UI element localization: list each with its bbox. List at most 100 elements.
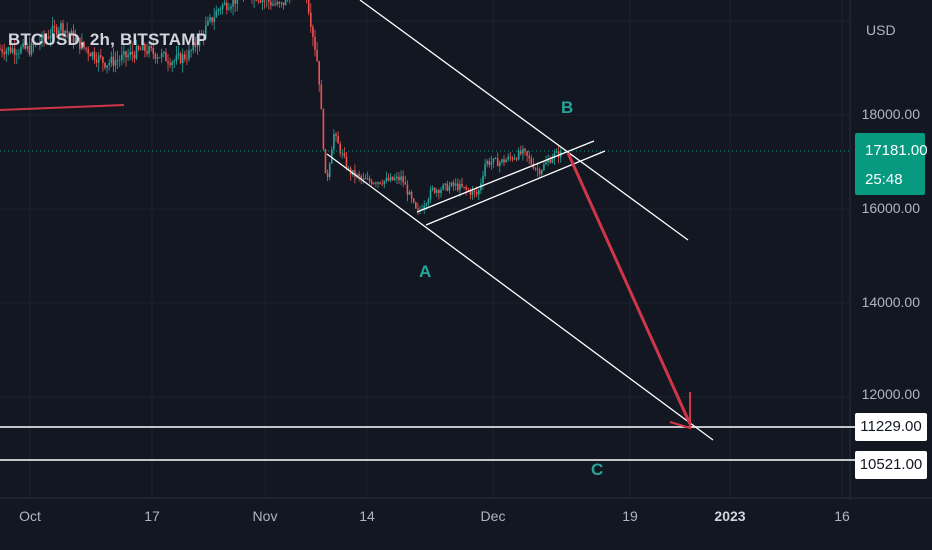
candle-body [377, 182, 379, 184]
candle-body [219, 8, 222, 10]
candle-body [259, 1, 262, 3]
candle-body [465, 187, 467, 190]
channel-upper-line[interactable] [359, 0, 689, 241]
candle-body [471, 190, 474, 195]
price-tick: 14000.00 [861, 294, 920, 310]
candle-body [440, 189, 442, 193]
candle-body [532, 163, 535, 169]
candle-body [360, 176, 362, 179]
channel-lower-line[interactable] [326, 153, 714, 441]
candle-body [41, 34, 43, 43]
candle-body [450, 182, 453, 186]
candle-body [177, 53, 180, 56]
candle-body [129, 51, 131, 56]
candle-body [555, 151, 558, 153]
candle-body [121, 54, 123, 61]
candle-body [217, 9, 220, 11]
candle-body [125, 51, 127, 58]
candle-body [276, 2, 278, 5]
symbol-title[interactable]: BTCUSD, 2h, BITSTAMP [8, 30, 208, 49]
price-tick: 18000.00 [861, 106, 920, 122]
candle-body [448, 186, 451, 191]
candle-body [91, 52, 94, 57]
candle-body [49, 36, 52, 39]
candle-body [310, 12, 312, 27]
candle-body [110, 56, 113, 64]
candle-body [503, 159, 505, 163]
candle-body [364, 178, 367, 180]
candle-body [83, 41, 85, 48]
candle-body [280, 2, 283, 4]
candle-body [333, 134, 335, 150]
candle-body [524, 148, 526, 152]
candle-body [394, 178, 396, 180]
candle-body [108, 63, 110, 66]
candle-body [106, 65, 108, 68]
candle-body [95, 59, 98, 63]
candle-body [236, 0, 239, 4]
candle-body [534, 168, 537, 170]
candle-body [215, 10, 218, 18]
candle-body [545, 162, 547, 165]
candle-body [423, 205, 425, 210]
projection-arrowhead [669, 392, 691, 430]
candle-body [515, 158, 518, 160]
flag-upper-line[interactable] [416, 140, 595, 213]
candle-body [165, 52, 167, 62]
candle-body [188, 50, 190, 60]
candle-body [402, 176, 404, 183]
candle-body [7, 47, 10, 51]
candle-body [116, 60, 119, 61]
candle-body [144, 44, 146, 51]
candle-body [104, 62, 106, 68]
candle-body [316, 50, 318, 62]
candle-body [345, 156, 348, 169]
candle-body [137, 46, 140, 50]
candle-body [343, 153, 346, 157]
candle-body [163, 52, 165, 54]
candle-body [362, 178, 365, 180]
candle-body [156, 57, 159, 59]
candle-body [142, 44, 144, 51]
candle-body [339, 143, 341, 154]
candle-body [261, 0, 264, 3]
candle-body [226, 2, 228, 10]
candle-body [66, 30, 68, 33]
candle-body [366, 178, 369, 180]
candle-body [326, 173, 329, 177]
bar-countdown: 25:48 [865, 171, 903, 188]
candle-body [43, 34, 45, 39]
candle-body [427, 199, 430, 204]
candle-body [127, 55, 129, 58]
candle-body [429, 189, 432, 200]
candle-body [64, 30, 66, 35]
candle-body [81, 41, 83, 49]
candle-body [370, 181, 373, 184]
candle-body [541, 170, 543, 175]
candle-body [379, 182, 381, 184]
projection-arrow[interactable] [566, 152, 692, 430]
candle-body [408, 192, 411, 195]
flag-lower-line[interactable] [425, 150, 606, 226]
candle-body [16, 53, 18, 55]
candle-body [517, 150, 520, 160]
time-tick: 16 [834, 508, 850, 524]
candle-body [398, 176, 400, 181]
candle-body [507, 156, 509, 160]
candle-body [505, 159, 507, 163]
candle-body [490, 162, 493, 165]
price-tick: 12000.00 [861, 386, 920, 402]
candle-body [461, 183, 463, 187]
candle-body [549, 160, 551, 163]
candle-body [20, 47, 22, 53]
candle-body [341, 153, 344, 154]
candle-body [499, 162, 501, 167]
old-support-red-line[interactable] [0, 104, 125, 111]
candle-body [60, 23, 62, 31]
candle-body [520, 150, 522, 154]
candle-body [419, 209, 421, 211]
candle-body [0, 49, 1, 50]
candle-body [375, 183, 377, 184]
candle-body [194, 42, 197, 47]
